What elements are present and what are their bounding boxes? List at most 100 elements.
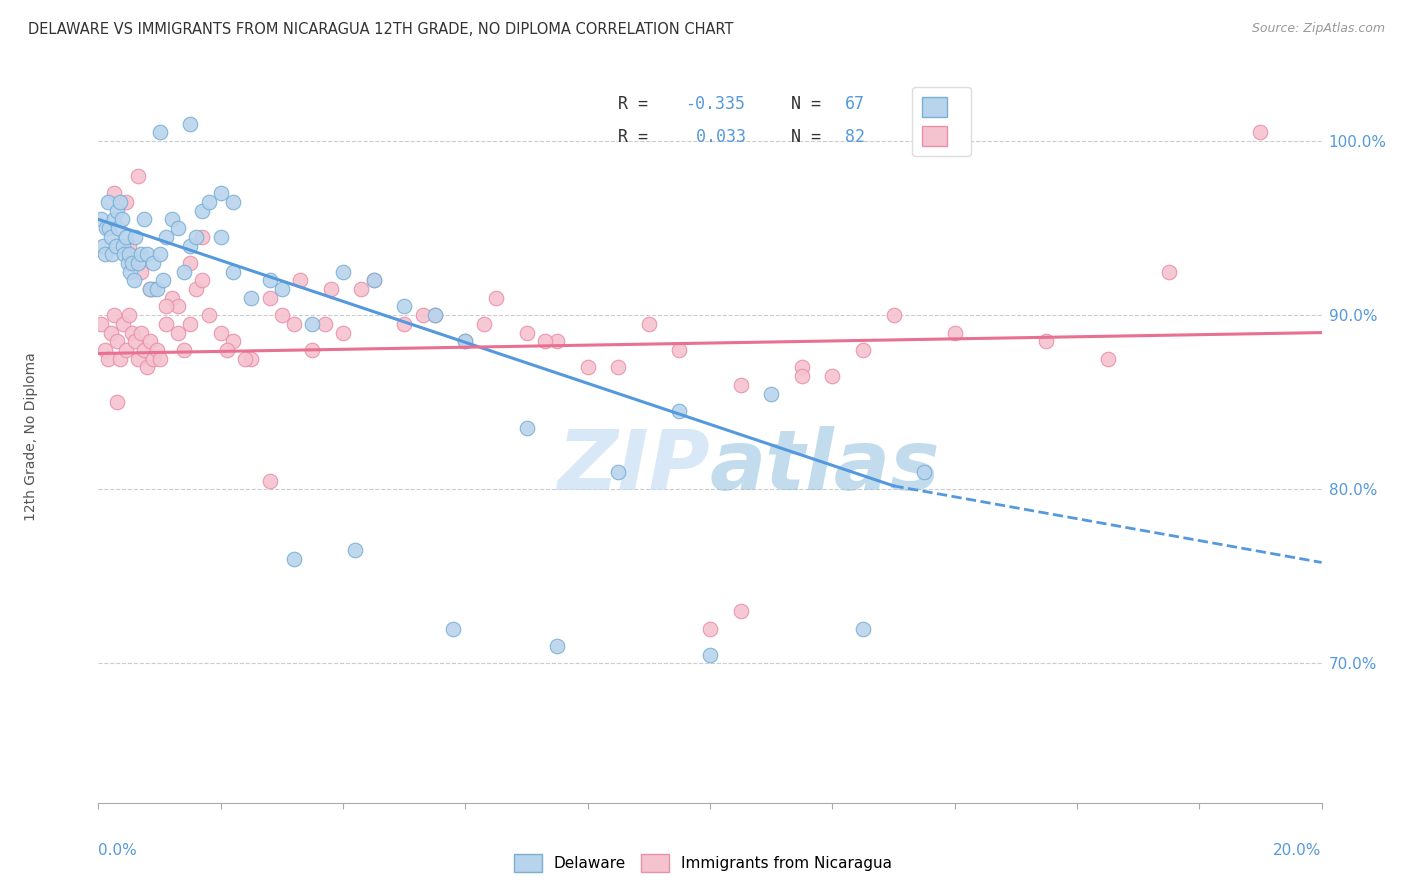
- Point: [115, 229, 138, 244]
- Point: [441, 622, 464, 636]
- Point: [179, 256, 201, 270]
- Point: [105, 334, 128, 349]
- Point: [607, 465, 630, 479]
- Point: [111, 238, 134, 252]
- Point: [576, 360, 599, 375]
- Legend: , : ,: [912, 87, 970, 156]
- Point: [197, 194, 219, 209]
- Point: [412, 308, 434, 322]
- Point: [142, 282, 165, 296]
- Point: [167, 326, 190, 340]
- Point: [912, 465, 935, 479]
- Point: [761, 386, 783, 401]
- Point: [152, 273, 174, 287]
- Point: [97, 194, 120, 209]
- Point: [1250, 125, 1272, 139]
- Text: 12th Grade, No Diploma: 12th Grade, No Diploma: [24, 352, 38, 522]
- Point: [668, 404, 690, 418]
- Point: [534, 334, 557, 349]
- Point: [344, 543, 367, 558]
- Point: [301, 343, 323, 357]
- Point: [149, 125, 172, 139]
- Point: [121, 326, 143, 340]
- Point: [191, 203, 214, 218]
- Point: [516, 326, 538, 340]
- Point: [314, 317, 336, 331]
- Point: [730, 604, 752, 618]
- Point: [149, 351, 172, 366]
- Point: [107, 221, 129, 235]
- Text: ZIP: ZIP: [557, 425, 710, 507]
- Point: [149, 247, 172, 261]
- Point: [222, 265, 245, 279]
- Point: [209, 186, 232, 201]
- Text: 82: 82: [845, 128, 865, 146]
- Point: [173, 343, 195, 357]
- Point: [115, 194, 138, 209]
- Point: [124, 334, 146, 349]
- Point: [699, 648, 721, 662]
- Point: [100, 229, 122, 244]
- Point: [122, 273, 145, 287]
- Text: Source: ZipAtlas.com: Source: ZipAtlas.com: [1251, 22, 1385, 36]
- Text: 67: 67: [845, 95, 865, 113]
- Point: [290, 273, 312, 287]
- Point: [454, 334, 477, 349]
- Point: [139, 282, 162, 296]
- Point: [516, 421, 538, 435]
- Point: [283, 317, 305, 331]
- Point: [94, 221, 117, 235]
- Point: [100, 326, 122, 340]
- Point: [139, 334, 162, 349]
- Point: [97, 351, 120, 366]
- Point: [108, 351, 131, 366]
- Point: [121, 256, 143, 270]
- Point: [423, 308, 446, 322]
- Point: [191, 273, 214, 287]
- Point: [173, 265, 195, 279]
- Point: [209, 326, 232, 340]
- Point: [93, 343, 115, 357]
- Point: [127, 256, 149, 270]
- Point: [186, 282, 208, 296]
- Point: [108, 194, 131, 209]
- Point: [730, 377, 752, 392]
- Point: [943, 326, 966, 340]
- Point: [363, 273, 385, 287]
- Text: 0.0%: 0.0%: [98, 843, 138, 858]
- Point: [129, 247, 152, 261]
- Point: [101, 247, 124, 261]
- Point: [136, 360, 159, 375]
- Point: [127, 351, 149, 366]
- Point: [145, 343, 167, 357]
- Point: [98, 221, 121, 235]
- Point: [179, 317, 201, 331]
- Point: [259, 273, 281, 287]
- Legend: Delaware, Immigrants from Nicaragua: Delaware, Immigrants from Nicaragua: [506, 846, 900, 880]
- Point: [883, 308, 905, 322]
- Point: [90, 317, 112, 331]
- Point: [111, 212, 134, 227]
- Point: [607, 360, 630, 375]
- Point: [112, 247, 135, 261]
- Point: [332, 326, 354, 340]
- Text: 0.033: 0.033: [686, 128, 745, 146]
- Point: [197, 308, 219, 322]
- Point: [103, 212, 125, 227]
- Point: [332, 265, 354, 279]
- Point: [124, 229, 146, 244]
- Point: [454, 334, 477, 349]
- Point: [142, 256, 165, 270]
- Point: [120, 265, 142, 279]
- Point: [222, 334, 245, 349]
- Point: [111, 317, 134, 331]
- Point: [127, 169, 149, 183]
- Point: [485, 291, 508, 305]
- Point: [790, 369, 813, 384]
- Point: [233, 351, 256, 366]
- Point: [167, 300, 190, 314]
- Point: [145, 282, 167, 296]
- Point: [638, 317, 661, 331]
- Point: [1157, 265, 1180, 279]
- Point: [852, 622, 875, 636]
